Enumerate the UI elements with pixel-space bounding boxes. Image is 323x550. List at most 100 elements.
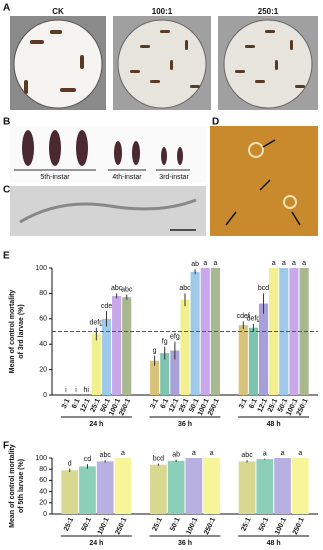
- significance-letter: a: [210, 450, 214, 457]
- significance-letter: g: [153, 347, 157, 354]
- x-tick-label: 25:1: [152, 517, 164, 533]
- x-tick-label: 6:1: [160, 398, 171, 410]
- significance-letter: a: [292, 260, 296, 267]
- y-tick-label: 80: [39, 290, 47, 297]
- group-label: 24 h: [89, 421, 103, 428]
- x-tick-label: 3:1: [238, 398, 249, 410]
- significance-letter: cd: [84, 456, 92, 463]
- y-axis-label: of 5th larvae (%): [18, 459, 25, 513]
- instar-label: 3rd-instar: [159, 174, 189, 181]
- group-label: 48 h: [267, 540, 281, 547]
- dish-label: CK: [52, 7, 64, 16]
- instar-label: 5th-instar: [40, 174, 70, 181]
- significance-letter: defg: [247, 316, 261, 323]
- dish-label: 250:1: [258, 7, 279, 16]
- bar: [96, 461, 114, 514]
- bar: [248, 327, 258, 395]
- bar: [150, 464, 167, 514]
- significance-letter: abc: [100, 452, 112, 459]
- y-tick-label: 100: [35, 265, 47, 272]
- panel-label: F: [3, 441, 9, 452]
- x-tick-label: 25:1: [63, 517, 75, 533]
- x-tick-label: 100:1: [274, 517, 288, 536]
- y-axis-label: of 3rd larvae (%): [18, 304, 25, 358]
- x-tick-label: 250:1: [203, 517, 217, 536]
- panel-label: B: [3, 117, 10, 128]
- bar: [101, 318, 112, 395]
- bar: [91, 334, 101, 395]
- significance-letter: cdef: [237, 313, 250, 320]
- significance-letter: a: [213, 260, 217, 267]
- panel-label: A: [3, 3, 10, 14]
- group-label: 36 h: [178, 540, 192, 547]
- photo: [10, 126, 206, 182]
- y-tick-label: 80: [39, 466, 47, 473]
- group-label: 24 h: [89, 540, 103, 547]
- bar: [274, 458, 291, 514]
- significance-letter: a: [281, 450, 285, 457]
- x-tick-label: 3:1: [61, 398, 72, 410]
- significance-letter: bcd: [153, 455, 164, 462]
- y-tick-label: 0: [43, 392, 47, 399]
- significance-letter: i: [75, 387, 77, 394]
- bar: [170, 350, 180, 395]
- x-tick-label: 250:1: [292, 517, 306, 536]
- significance-letter: i: [65, 387, 67, 394]
- x-tick-label: 50:1: [169, 517, 181, 533]
- dish: [117, 19, 207, 109]
- significance-letter: efg: [170, 334, 180, 341]
- significance-letter: a: [192, 450, 196, 457]
- nematode: [19, 198, 197, 224]
- panel-label: E: [3, 251, 10, 262]
- x-tick-label: 100:1: [185, 517, 199, 536]
- significance-letter: a: [272, 260, 276, 267]
- significance-letter: defg: [90, 320, 104, 327]
- x-tick-label: 250:1: [115, 517, 129, 536]
- larvae: [22, 130, 183, 166]
- significance-letter: a: [302, 260, 306, 267]
- bar: [256, 459, 274, 514]
- significance-letter: ab: [172, 452, 180, 459]
- group-label: 48 h: [267, 421, 281, 428]
- bar: [180, 299, 190, 395]
- x-tick-label: 6:1: [71, 398, 82, 410]
- bar: [150, 360, 160, 395]
- bar: [167, 460, 185, 514]
- panel-label: C: [3, 185, 10, 196]
- photo: [210, 126, 318, 236]
- significance-letter: abc: [111, 285, 123, 292]
- instar-label: 4th-instar: [112, 174, 142, 181]
- significance-letter: hi: [83, 387, 89, 394]
- y-tick-label: 100: [35, 455, 47, 462]
- significance-letter: a: [263, 450, 267, 457]
- bar: [238, 325, 248, 395]
- significance-letter: a: [121, 450, 125, 457]
- bar: [258, 303, 269, 395]
- bar: [79, 466, 96, 514]
- x-tick-label: 3:1: [149, 398, 160, 410]
- significance-letter: ab: [191, 261, 199, 268]
- significance-letter: d: [68, 460, 72, 467]
- bar: [122, 297, 132, 395]
- y-tick-label: 20: [39, 366, 47, 373]
- significance-letter: abc: [241, 452, 253, 459]
- significance-letter: a: [203, 260, 207, 267]
- bar: [160, 353, 170, 395]
- y-tick-label: 40: [39, 341, 47, 348]
- bar: [291, 458, 309, 514]
- significance-letter: abc: [121, 287, 133, 294]
- significance-letter: a: [282, 260, 286, 267]
- arrows: [225, 139, 301, 226]
- bar: [269, 268, 279, 395]
- significance-letter: fg: [162, 339, 168, 346]
- significance-letter: cde: [101, 303, 112, 310]
- x-tick-label: 50:1: [81, 517, 93, 533]
- cyst: [283, 195, 297, 209]
- x-tick-label: 25:1: [240, 517, 252, 533]
- bar: [112, 295, 122, 395]
- significance-letter: bcd: [258, 285, 269, 292]
- significance-letter: abc: [179, 285, 191, 292]
- x-tick-label: 50:1: [258, 517, 270, 533]
